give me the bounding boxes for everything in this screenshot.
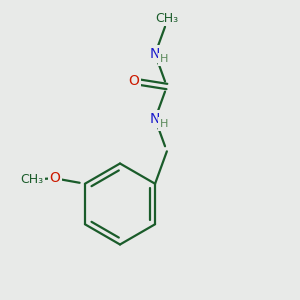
- Text: N: N: [150, 47, 160, 61]
- Text: CH₃: CH₃: [20, 173, 44, 186]
- Text: CH₃: CH₃: [155, 12, 178, 25]
- Text: N: N: [150, 112, 160, 126]
- Text: H: H: [160, 54, 168, 64]
- Text: O: O: [129, 74, 140, 88]
- Text: O: O: [50, 171, 60, 185]
- Text: H: H: [160, 119, 168, 129]
